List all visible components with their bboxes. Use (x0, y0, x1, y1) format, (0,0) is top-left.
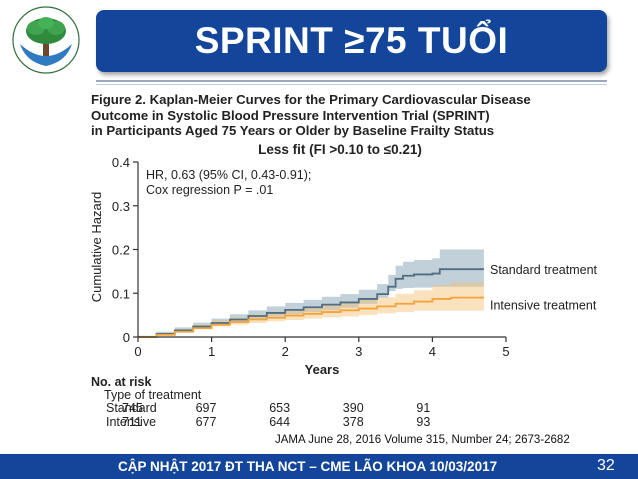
title-divider (96, 80, 607, 82)
at-risk-value: 390 (342, 401, 364, 415)
legend-label-intensive: Intensive treatment (490, 299, 597, 313)
y-tick-label: 0.2 (112, 243, 130, 258)
x-tick-label: 2 (282, 344, 289, 359)
at-risk-heading: No. at risk (91, 375, 152, 389)
x-tick-label: 0 (134, 344, 141, 359)
x-tick-label: 3 (355, 344, 362, 359)
x-tick-label: 4 (429, 344, 436, 359)
footer-bar (0, 454, 638, 479)
x-tick-label: 1 (208, 344, 215, 359)
x-axis-label: Years (305, 362, 340, 377)
y-tick-label: 0.3 (112, 199, 130, 214)
figure-caption-line-3: in Participants Aged 75 Years or Older b… (91, 123, 495, 138)
at-risk-value: 653 (269, 401, 291, 415)
kaplan-meier-chart: Less fit (FI >0.10 to ≤0.21) Cumulative … (89, 142, 598, 377)
at-risk-value: 93 (416, 415, 431, 429)
page-number: 32 (597, 457, 615, 474)
at-risk-value: 91 (416, 401, 431, 415)
at-risk-value: 697 (195, 401, 217, 415)
figure-caption-line-2: Outcome in Systolic Blood Pressure Inter… (91, 107, 490, 123)
at-risk-value: 677 (195, 415, 217, 429)
at-risk-value: 644 (269, 415, 291, 429)
x-tick-label: 5 (502, 344, 509, 359)
at-risk-row-label: Standard (106, 401, 157, 415)
chart-title: Less fit (FI >0.10 to ≤0.21) (258, 142, 422, 157)
at-risk-value: 378 (342, 415, 364, 429)
y-tick-label: 0.4 (112, 155, 130, 170)
at-risk-value: 711 (122, 415, 142, 429)
y-axis-label: Cumulative Hazard (89, 192, 104, 303)
hospital-logo (6, 4, 86, 76)
y-tick-label: 0.1 (112, 286, 130, 301)
series-line-standard (138, 268, 484, 338)
legend-label-standard: Standard treatment (490, 263, 598, 277)
y-tick-label: 0 (123, 330, 130, 345)
at-risk-row-label: Intensive (106, 415, 157, 429)
hazard-ratio-annotation: HR, 0.63 (95% CI, 0.43-0.91); (146, 168, 311, 182)
footer-text: CẬP NHẬT 2017 ĐT THA NCT – CME LÃO KHOA … (118, 459, 498, 474)
ci-band-standard (138, 249, 484, 337)
cox-regression-annotation: Cox regression P = .01 (146, 183, 273, 197)
citation: JAMA June 28, 2016 Volume 315, Number 24… (275, 434, 570, 446)
figure-caption-lead: Figure 2. (91, 92, 146, 107)
figure-caption: Figure 2. Kaplan-Meier Curves for the Pr… (91, 92, 571, 139)
slide-title: SPRINT ≥75 TUỔI (96, 10, 607, 72)
at-risk-subheading: Type of treatment (104, 388, 202, 402)
at-risk-value: 745 (122, 401, 143, 415)
series-line-intensive (138, 296, 484, 338)
figure-caption-line-1: Kaplan-Meier Curves for the Primary Card… (149, 92, 531, 107)
title-divider-thin (96, 84, 607, 85)
